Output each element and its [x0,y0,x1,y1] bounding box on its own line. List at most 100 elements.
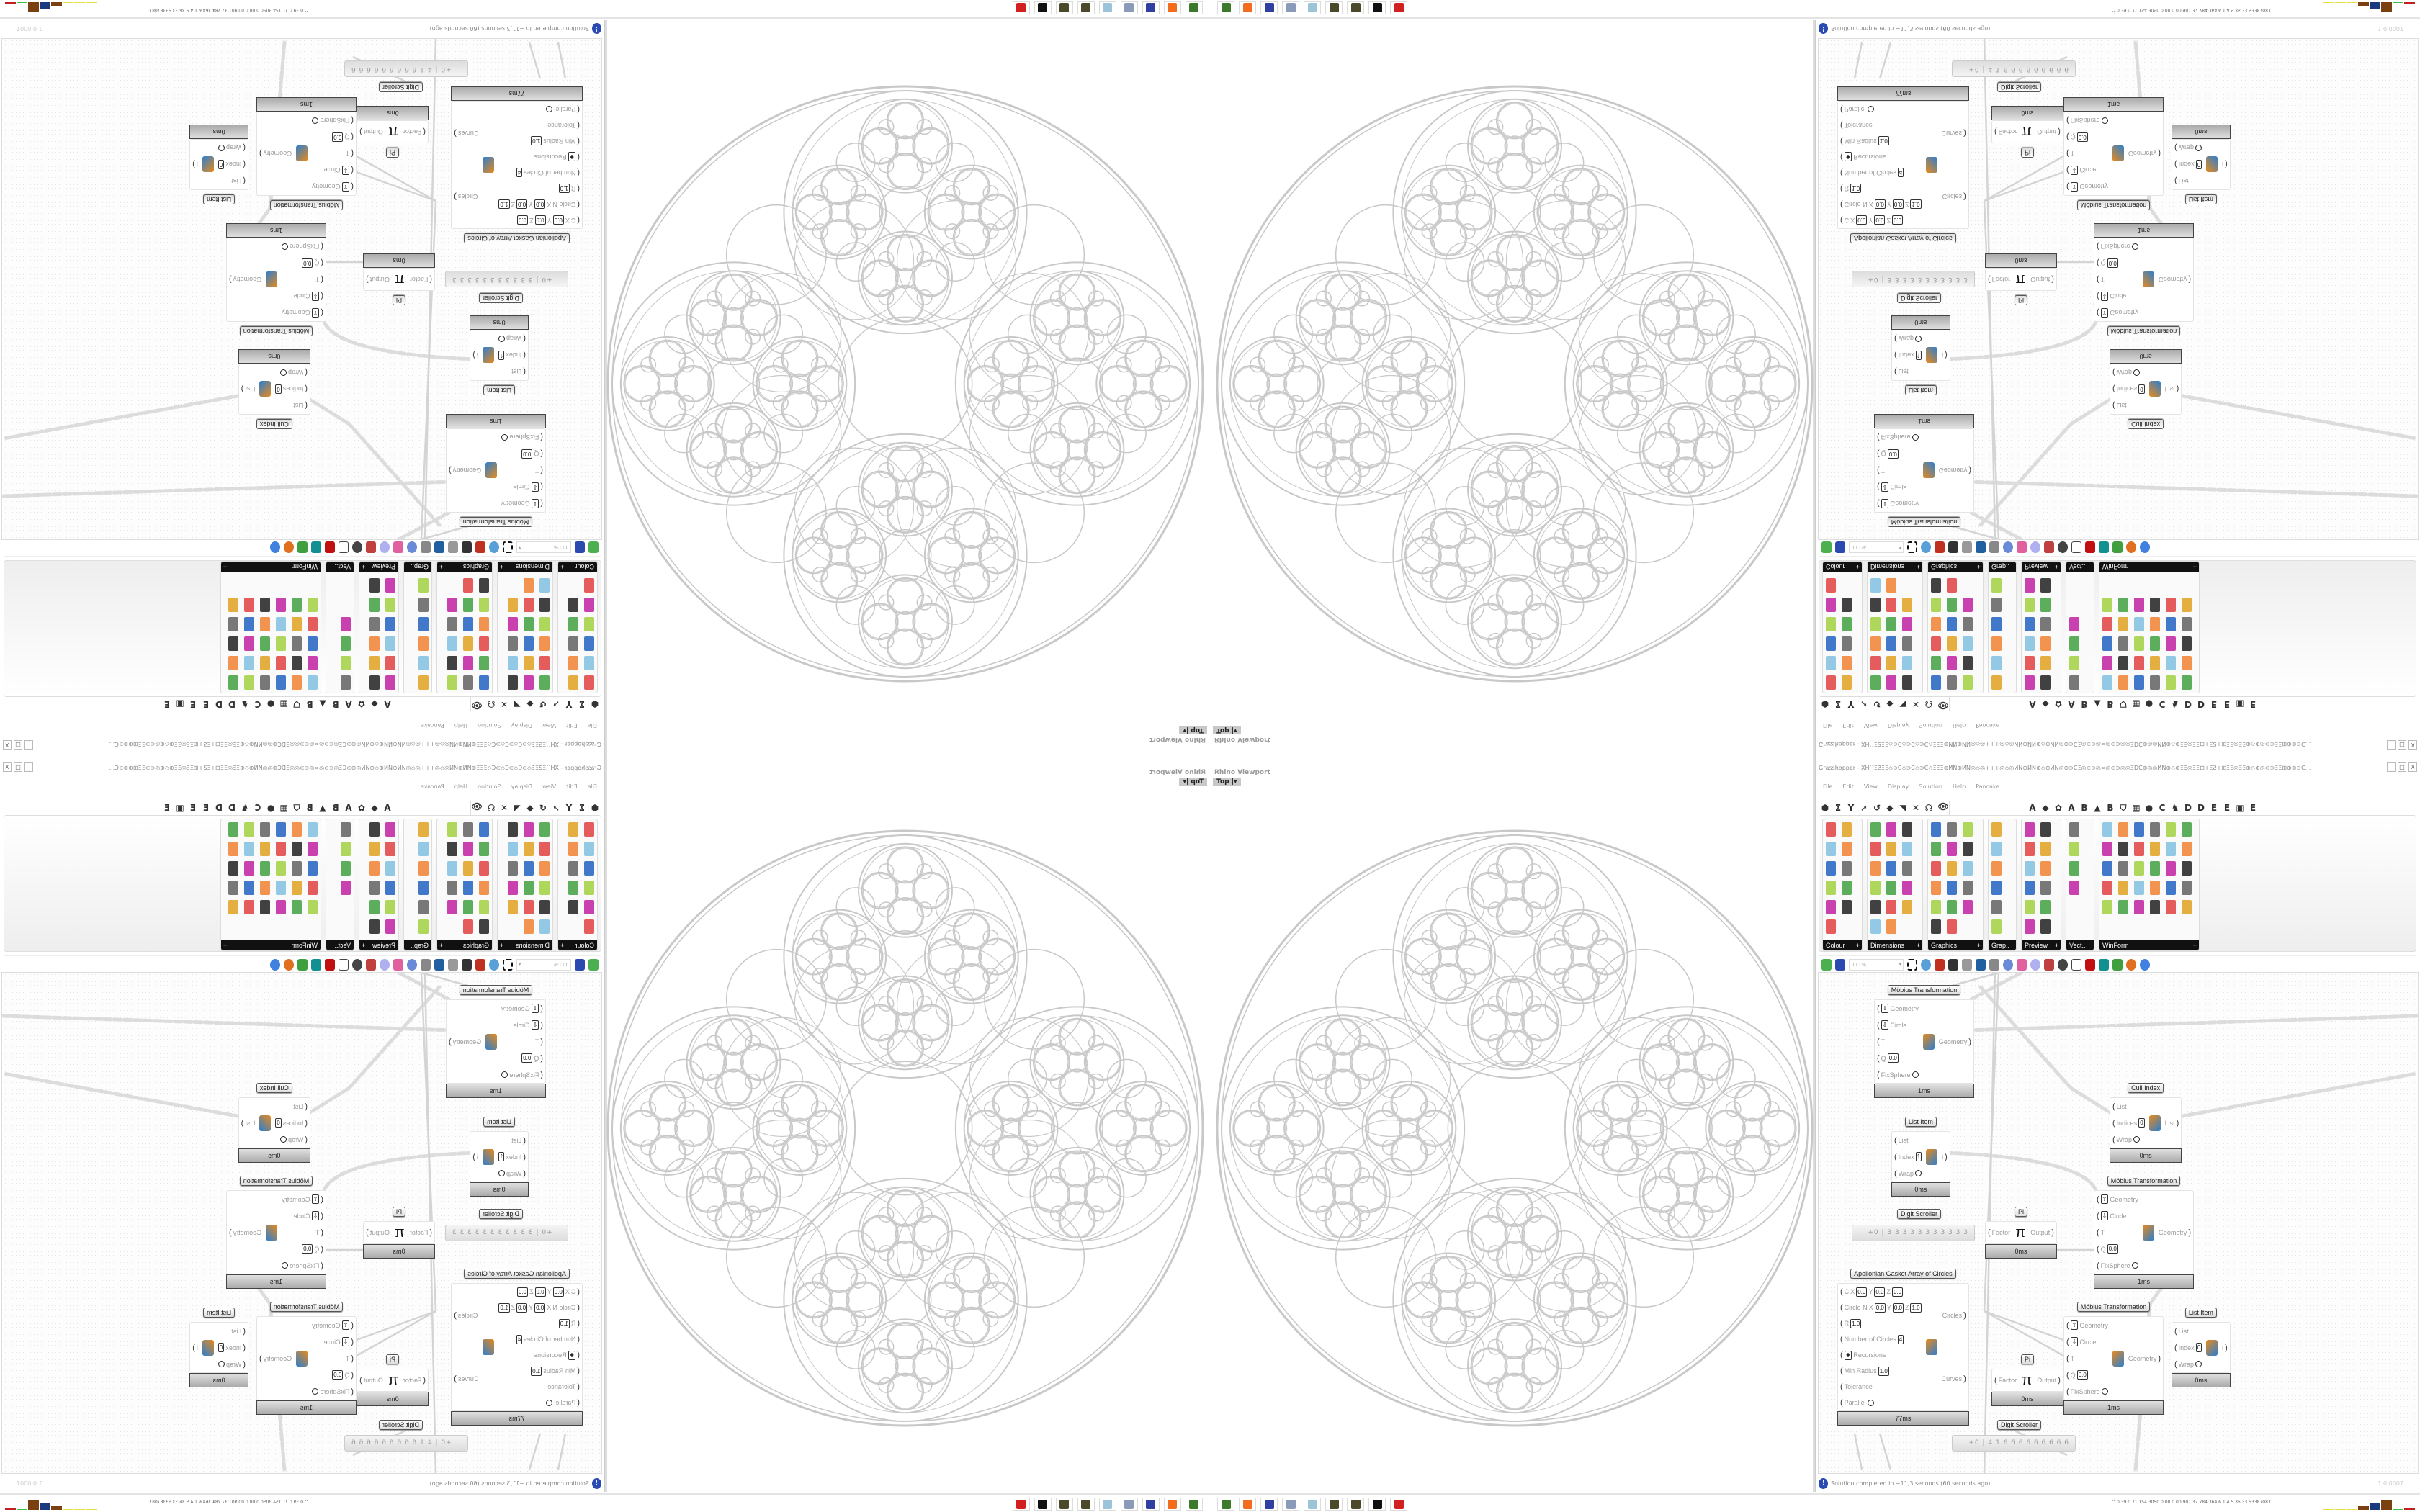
component-icon[interactable] [1842,822,1852,837]
component-icon[interactable] [568,900,578,914]
boolean-toggle[interactable] [2133,1136,2141,1143]
component-icon[interactable] [539,861,550,876]
component-icon[interactable] [308,656,318,670]
panel-label[interactable]: Vect.. [2066,940,2094,950]
input-grip-icon[interactable]: ( [1894,1135,1897,1145]
menu-file[interactable]: File [1823,722,1833,729]
rhino-viewport[interactable]: Rhino Viewport Top |▾ [605,20,1210,756]
component-icon[interactable] [276,861,286,876]
component-icon[interactable] [1963,617,1973,631]
param-modifier-icon[interactable]: ✱ [568,1350,576,1360]
component-icon[interactable] [463,617,473,631]
close-button[interactable]: X [3,740,12,750]
component-icon[interactable] [1947,656,1957,670]
param-value[interactable]: 0.0 [2107,258,2118,268]
component-node[interactable]: Pi(Factor π Output) 0ms [1991,1354,2063,1406]
component-icon[interactable] [1931,675,1941,690]
component-node[interactable]: Cull Index(List(Indices 0(Wrap List) 0ms [2110,349,2182,429]
output-grip-icon[interactable]: ) [1945,1152,1948,1161]
component-icon[interactable] [385,656,395,670]
param-value[interactable]: 4 [516,168,523,178]
param-value[interactable]: 0.0 [1856,1287,1868,1297]
component-node[interactable]: Möbius Transformation(⇧ Geometry(⇩ Circle(… [1874,985,1975,1098]
input-grip-icon[interactable]: ( [1894,1152,1897,1161]
zoom-dropdown[interactable]: 111% [516,958,571,971]
email-icon[interactable] [1962,958,1972,971]
zoom-extents-icon[interactable] [1907,541,1917,554]
component-node[interactable]: List Item(List(Index 0(Wrap i) 0ms [189,1308,248,1387]
param-modifier-icon[interactable]: ⇧ [311,1194,320,1204]
input-grip-icon[interactable]: ( [351,116,354,125]
input-param[interactable]: (List [218,1323,246,1339]
node-title[interactable]: Pi [393,295,406,305]
component-icon[interactable] [2025,881,2035,895]
rhino-ball-button[interactable] [1325,1498,1343,1511]
component-icon[interactable] [1902,617,1912,631]
component-icon[interactable] [2025,900,2035,914]
output-param[interactable]: Output) [359,1376,383,1385]
tab-letter[interactable]: E [202,699,210,709]
component-icon[interactable] [1931,636,1941,651]
component-icon[interactable] [2025,675,2035,690]
component-icon[interactable] [1947,578,1957,593]
rhino-ball-button[interactable] [1056,1,1073,14]
input-param[interactable]: (Min Radius 1.0 [498,1363,580,1379]
component-icon[interactable] [276,636,286,651]
expand-icon[interactable]: + [1976,942,1981,949]
node-title[interactable]: Möbius Transformation [1887,985,1961,995]
input-param[interactable]: (C X 0.0 Y 0.0 Z 0.0 [1840,212,1922,228]
document-icon[interactable] [421,958,431,971]
component-icon[interactable] [385,822,395,837]
zoom-extents-icon[interactable] [1907,958,1917,971]
tab-letter[interactable]: D [215,803,223,813]
menu-display[interactable]: Display [511,783,533,790]
output-param[interactable]: List) [241,1119,256,1128]
input-param[interactable]: (T [282,271,323,288]
component-icon[interactable] [385,636,395,651]
component-icon[interactable] [228,617,238,631]
param-value[interactable]: 0 [2195,160,2202,169]
component-icon[interactable] [524,842,534,856]
input-grip-icon[interactable]: ( [2174,143,2177,153]
component-icon[interactable] [2040,822,2051,837]
component-icon[interactable] [1991,900,2002,914]
rhino-ball-button[interactable] [1347,1,1364,14]
input-grip-icon[interactable]: ( [523,351,526,360]
input-grip-icon[interactable]: ( [321,1194,323,1204]
component-icon[interactable] [524,617,534,631]
component-icon[interactable] [2150,656,2160,670]
input-param[interactable]: (⇧ Geometry [312,179,354,195]
input-param[interactable]: (C X 0.0 Y 0.0 Z 0.0 [498,212,580,228]
output-grip-icon[interactable]: ) [241,1118,244,1128]
tab-letter[interactable]: ▣ [176,699,184,709]
component-icon[interactable] [292,861,302,876]
tab-letter[interactable]: E [2210,803,2218,813]
input-grip-icon[interactable]: ( [321,1211,323,1220]
input-grip-icon[interactable]: ( [2112,1102,2115,1111]
param-modifier-icon[interactable]: ⇩ [2070,166,2079,175]
tab-letter[interactable]: C [254,699,261,709]
input-grip-icon[interactable]: ( [577,121,580,130]
orange-sphere-icon[interactable] [2126,958,2136,971]
input-grip-icon[interactable]: ( [2097,1228,2099,1237]
component-icon[interactable] [584,598,594,612]
param-value[interactable]: 0.0 [1892,199,1904,210]
tab-letter[interactable]: ✿ [357,803,366,813]
input-grip-icon[interactable]: ( [577,168,580,177]
node-title[interactable]: Möbius Transformation [269,1302,344,1312]
expand-icon[interactable]: + [362,942,366,949]
tab-icon[interactable]: Σ [578,803,586,813]
gha-icon[interactable] [434,958,444,971]
panel-label[interactable]: Grap.. [404,940,431,950]
rhino-ball-button[interactable] [1077,1,1095,14]
input-grip-icon[interactable]: ( [1877,449,1880,459]
component-icon[interactable] [508,656,518,670]
component-icon[interactable] [2102,881,2112,895]
input-param[interactable]: (Wrap [2174,1356,2202,1372]
minimize-button[interactable]: _ [24,740,33,750]
teal-shape-icon[interactable] [311,541,321,554]
input-grip-icon[interactable]: ( [1877,1070,1880,1079]
component-icon[interactable] [1991,578,2002,593]
tab-letter[interactable]: ▦ [279,803,288,813]
tab-letter[interactable]: ● [2145,803,2154,813]
